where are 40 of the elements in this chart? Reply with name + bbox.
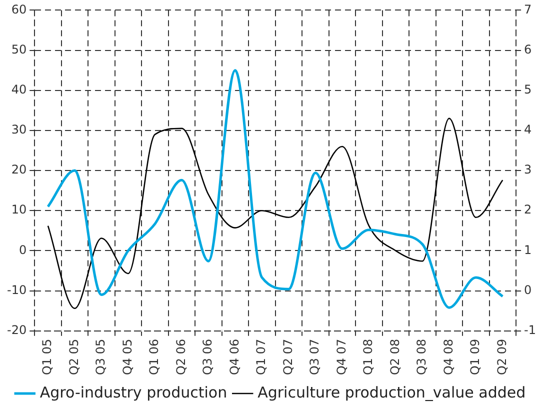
y-tick-label: 30 [11, 122, 27, 137]
x-tick-label: Q1 08 [361, 338, 376, 376]
x-tick-label: Q3 05 [94, 338, 108, 376]
x-tick-label: Q2 05 [66, 338, 81, 376]
y-tick-label: 0 [18, 242, 27, 257]
y2-tick-label: 2 [524, 202, 532, 217]
y-tick-label: 50 [11, 42, 27, 56]
y-tick-label: 10 [11, 202, 27, 217]
y2-tick-label: 1 [524, 242, 532, 257]
y-tick-label: -10 [6, 282, 27, 297]
y2-tick-label: 4 [524, 122, 532, 137]
y2-tick-label: 6 [524, 42, 532, 56]
legend-label: Agro-industry production [40, 383, 228, 402]
x-tick-label: Q3 06 [200, 338, 215, 376]
x-tick-label: Q2 09 [494, 338, 509, 376]
x-tick-label: Q2 07 [280, 338, 295, 376]
x-tick-label: Q4 08 [441, 338, 456, 376]
y-tick-label: -20 [6, 322, 27, 337]
x-tick-label: Q4 05 [120, 338, 134, 376]
x-tick-label: Q1 06 [147, 338, 162, 376]
line-series [46, 69, 504, 309]
legend-label: Agriculture production_value added [258, 383, 526, 402]
x-tick-label: Q1 07 [254, 338, 268, 376]
line-series [47, 118, 504, 310]
x-tick-label: Q2 08 [388, 338, 402, 376]
x-tick-label: Q4 06 [227, 338, 242, 376]
x-tick-label: Q1 05 [40, 338, 54, 376]
x-tick-label: Q2 06 [174, 338, 188, 376]
x-tick-label: Q1 09 [468, 338, 482, 376]
x-tick-label: Q4 07 [334, 338, 348, 376]
y2-tick-label: 5 [524, 82, 532, 96]
y2-tick-label: 7 [524, 2, 532, 16]
y2-tick-label: -1 [524, 322, 536, 337]
x-tick-label: Q3 08 [414, 338, 429, 376]
y-tick-label: 60 [11, 2, 27, 16]
y-tick-label: 40 [11, 82, 27, 96]
y2-tick-label: 3 [524, 162, 532, 177]
y2-tick-label: 0 [524, 282, 532, 297]
y-tick-label: 20 [11, 162, 27, 177]
x-tick-label: Q3 07 [308, 338, 322, 376]
